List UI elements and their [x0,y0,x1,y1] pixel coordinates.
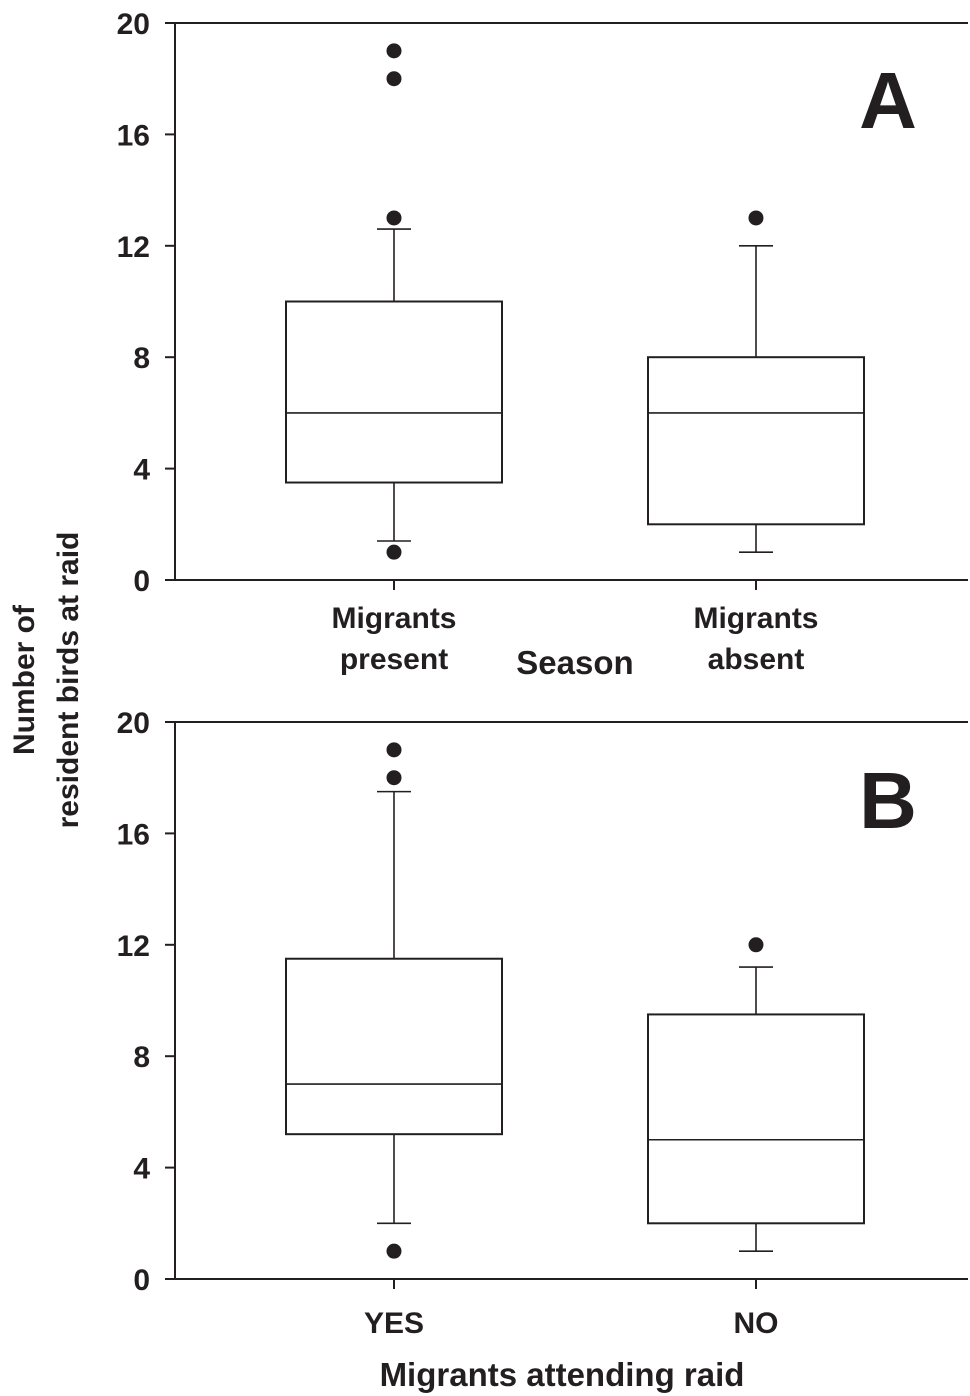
outlier-point [386,544,402,560]
y-tick-label: 16 [117,818,150,851]
box-iqr [285,300,503,484]
box-iqr [647,1013,865,1225]
x-axis-title: Migrants attending raid [380,1356,745,1393]
outlier-point [386,210,402,226]
panel-a: 0 4 8 12 16 20 Migrants present Migrants absent Se… [117,8,968,681]
y-tick-label: 12 [117,231,150,264]
y-tick-label: 4 [133,1153,150,1186]
panel-label: A [859,56,917,145]
y-tick-label: 16 [117,119,150,152]
outlier-point [386,770,402,786]
outlier-point [748,937,764,953]
y-tick-label: 4 [133,454,150,487]
outlier-point [386,1243,402,1259]
y-axis-title-line-2: resident birds at raid [52,532,85,829]
y-tick-label: 8 [133,342,150,375]
outlier-point [748,210,764,226]
y-tick-label: 20 [117,8,150,41]
y-tick-label: 0 [133,565,150,598]
box-iqr [647,356,865,526]
panel-label: B [859,756,917,845]
outlier-point [386,71,402,87]
outlier-point [386,742,402,758]
x-category-label: absent [708,643,805,676]
y-axis-title: Number of resident birds at raid [8,532,85,829]
y-tick-label: 20 [117,707,150,740]
x-axis-title: Season [516,644,633,681]
x-category-label: NO [734,1307,779,1340]
y-tick-label: 12 [117,930,150,963]
x-category-label: present [340,643,448,676]
x-category-label: Migrants [331,602,456,635]
x-category-label: YES [364,1307,424,1340]
y-axis-title-line-1: Number of [8,604,41,755]
x-category-label: Migrants [693,602,818,635]
panel-b: 0 4 8 12 16 20 YES NO Migrants attending raid B [117,707,968,1393]
box-iqr [285,957,503,1136]
y-tick-label: 8 [133,1041,150,1074]
y-tick-label: 0 [133,1264,150,1297]
outlier-point [386,43,402,59]
